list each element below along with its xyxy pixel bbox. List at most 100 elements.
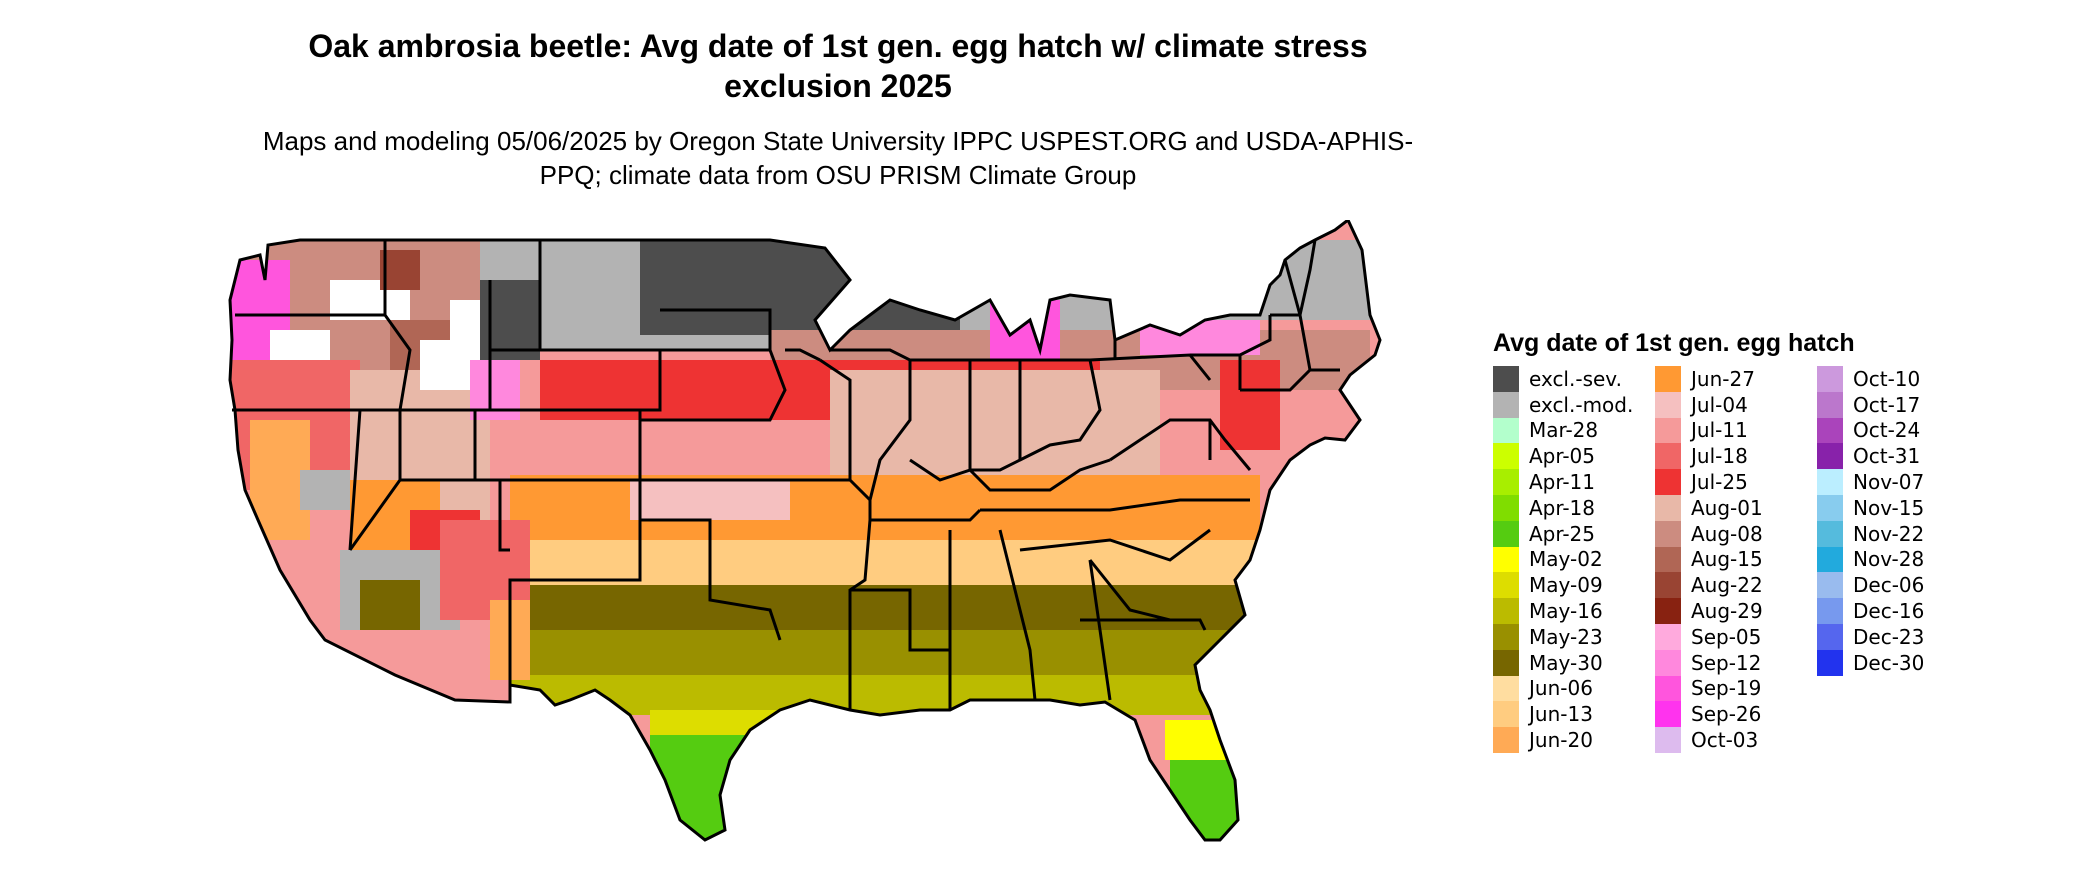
legend-label: Sep-26	[1691, 702, 1762, 727]
legend-item: Aug-22	[1655, 572, 1817, 599]
legend-label: Aug-15	[1691, 547, 1763, 572]
legend-item: Aug-08	[1655, 520, 1817, 547]
legend-swatch	[1817, 520, 1843, 547]
legend-swatch	[1493, 391, 1519, 418]
legend-swatch	[1817, 443, 1843, 470]
legend-item: Jun-20	[1493, 727, 1655, 753]
legend-item: May-02	[1493, 546, 1655, 573]
legend-label: Oct-10	[1853, 366, 1921, 391]
legend-item: Apr-11	[1493, 469, 1655, 495]
legend-swatch	[1655, 469, 1681, 495]
legend-label: Dec-30	[1853, 650, 1925, 675]
legend-item: Dec-06	[1817, 572, 1979, 599]
legend-swatch	[1817, 546, 1843, 573]
legend-item: Oct-24	[1817, 417, 1979, 444]
legend-label: Oct-03	[1691, 728, 1759, 753]
legend-swatch	[1817, 572, 1843, 599]
legend-swatch	[1817, 391, 1843, 418]
legend-label: excl.-mod.	[1529, 392, 1634, 417]
legend-swatch	[1493, 701, 1519, 728]
legend-label: Jul-25	[1691, 470, 1748, 495]
legend-swatch	[1817, 417, 1843, 444]
legend-columns: excl.-sev. excl.-mod. Mar-28 Apr-05 Apr-11 Ap…	[1493, 366, 1979, 753]
legend-label: Aug-01	[1691, 495, 1763, 520]
legend-label: May-30	[1529, 650, 1603, 675]
legend-swatch	[1817, 623, 1843, 650]
legend-item: Dec-23	[1817, 623, 1979, 650]
legend-swatch	[1655, 546, 1681, 573]
legend-label: Oct-31	[1853, 444, 1921, 469]
legend-label: Sep-05	[1691, 624, 1762, 649]
legend-swatch	[1493, 572, 1519, 599]
legend-label: Jun-20	[1529, 728, 1593, 753]
legend-label: Nov-07	[1853, 470, 1925, 495]
legend-item: Jun-13	[1493, 701, 1655, 728]
legend-item: Dec-16	[1817, 598, 1979, 624]
legend-label: Apr-11	[1529, 470, 1595, 495]
legend-item: Aug-15	[1655, 546, 1817, 573]
legend-column: Jun-27 Jul-04 Jul-11 Jul-18 Jul-25 Aug-01 Aug-…	[1655, 366, 1817, 753]
legend-item: Oct-03	[1655, 727, 1817, 753]
legend-swatch	[1493, 675, 1519, 702]
legend-label: Apr-25	[1529, 521, 1595, 546]
legend-swatch	[1817, 649, 1843, 676]
legend-label: Sep-19	[1691, 676, 1762, 701]
legend-swatch	[1655, 572, 1681, 599]
legend-label: May-09	[1529, 573, 1603, 598]
legend-swatch	[1655, 649, 1681, 676]
legend-swatch	[1493, 443, 1519, 470]
legend-item: Oct-17	[1817, 391, 1979, 418]
legend-label: Aug-08	[1691, 521, 1763, 546]
legend-swatch	[1655, 675, 1681, 702]
legend-item: Jul-25	[1655, 469, 1817, 495]
legend-item: Jul-11	[1655, 417, 1817, 444]
legend-item: Nov-15	[1817, 494, 1979, 521]
legend-item: Jul-04	[1655, 391, 1817, 418]
legend-item: Nov-22	[1817, 520, 1979, 547]
legend-item: Oct-10	[1817, 366, 1979, 392]
legend-swatch	[1817, 598, 1843, 624]
legend-swatch	[1655, 598, 1681, 624]
legend-swatch	[1493, 417, 1519, 444]
legend-column: Oct-10 Oct-17 Oct-24 Oct-31 Nov-07 Nov-15 Nov-…	[1817, 366, 1979, 753]
legend-item: May-23	[1493, 623, 1655, 650]
legend-label: May-02	[1529, 547, 1603, 572]
legend-item: Nov-28	[1817, 546, 1979, 573]
legend-swatch	[1493, 366, 1519, 392]
legend-swatch	[1493, 598, 1519, 624]
legend-swatch	[1493, 623, 1519, 650]
legend-item: Aug-29	[1655, 598, 1817, 624]
legend-item: Sep-12	[1655, 649, 1817, 676]
legend-label: Dec-16	[1853, 599, 1925, 624]
legend-swatch	[1655, 443, 1681, 470]
legend-item: May-30	[1493, 649, 1655, 676]
legend-label: Nov-15	[1853, 495, 1925, 520]
legend-label: Aug-22	[1691, 573, 1763, 598]
legend-item: Sep-26	[1655, 701, 1817, 728]
legend-label: Dec-06	[1853, 573, 1925, 598]
legend-label: Sep-12	[1691, 650, 1762, 675]
map-fill-bands	[230, 220, 1380, 840]
map-area	[210, 217, 1470, 890]
map-title: Oak ambrosia beetle: Avg date of 1st gen…	[308, 28, 1368, 104]
legend-label: May-23	[1529, 624, 1603, 649]
legend-item: Apr-05	[1493, 443, 1655, 470]
legend-item: Aug-01	[1655, 494, 1817, 521]
legend-item: Apr-25	[1493, 520, 1655, 547]
legend-label: Nov-22	[1853, 521, 1925, 546]
legend-swatch	[1655, 701, 1681, 728]
legend-column: excl.-sev. excl.-mod. Mar-28 Apr-05 Apr-11 Ap…	[1493, 366, 1655, 753]
legend-swatch	[1493, 649, 1519, 676]
legend-label: Apr-05	[1529, 444, 1595, 469]
legend-label: Mar-28	[1529, 418, 1599, 443]
state-borders	[228, 217, 1382, 842]
legend-swatch	[1655, 727, 1681, 753]
legend-label: Jul-04	[1691, 392, 1748, 417]
legend-swatch	[1655, 391, 1681, 418]
legend-item: Sep-05	[1655, 623, 1817, 650]
legend-swatch	[1655, 623, 1681, 650]
legend-label: Oct-24	[1853, 418, 1921, 443]
legend-title: Avg date of 1st gen. egg hatch	[1493, 329, 1855, 357]
us-map	[228, 217, 1382, 842]
legend-label: Oct-17	[1853, 392, 1921, 417]
